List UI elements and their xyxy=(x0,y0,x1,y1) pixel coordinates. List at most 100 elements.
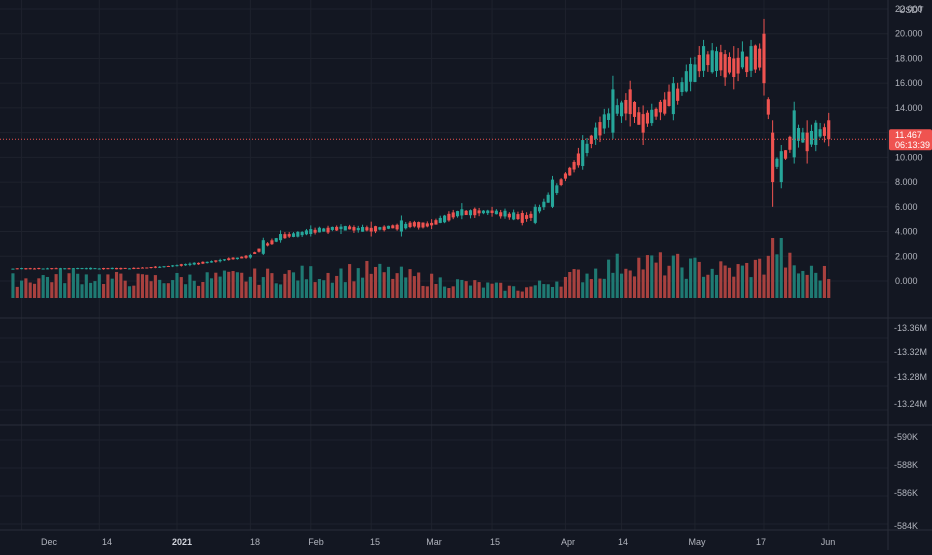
candle-up[interactable] xyxy=(671,83,675,115)
pane3-axis[interactable]: -590K -588K -586K -584K xyxy=(894,432,918,531)
candle-up[interactable] xyxy=(775,158,779,167)
candle-up[interactable] xyxy=(222,259,227,261)
candle-up[interactable] xyxy=(356,227,360,231)
candle-down[interactable] xyxy=(663,99,667,114)
candle-up[interactable] xyxy=(740,51,744,68)
candle-down[interactable] xyxy=(827,120,831,140)
candle-down[interactable] xyxy=(244,255,248,258)
candle-up[interactable] xyxy=(468,210,473,216)
candle-up[interactable] xyxy=(792,110,796,158)
candle-down[interactable] xyxy=(196,262,201,265)
candle-up[interactable] xyxy=(537,207,542,212)
candle-down[interactable] xyxy=(447,213,451,221)
candle-up[interactable] xyxy=(317,227,321,233)
candle-down[interactable] xyxy=(119,267,123,270)
candle-up[interactable] xyxy=(291,233,296,237)
candle-up[interactable] xyxy=(581,140,585,167)
candle-down[interactable] xyxy=(201,261,205,264)
candle-down[interactable] xyxy=(559,179,563,186)
candle-up[interactable] xyxy=(235,257,239,260)
candle-down[interactable] xyxy=(758,48,762,68)
candle-down[interactable] xyxy=(727,56,732,73)
candle-down[interactable] xyxy=(214,260,218,262)
time-axis[interactable]: Dec 14 2021 18 Feb 15 Mar 15 Apr 14 May 17 Jun xyxy=(41,537,835,547)
candle-up[interactable] xyxy=(110,267,114,270)
candle-up[interactable] xyxy=(171,265,175,267)
candle-up[interactable] xyxy=(693,64,697,82)
candle-up[interactable] xyxy=(248,255,252,258)
candle-up[interactable] xyxy=(71,268,75,270)
candle-down[interactable] xyxy=(516,214,520,220)
candle-up[interactable] xyxy=(63,268,67,270)
candle-down[interactable] xyxy=(736,57,740,74)
candle-down[interactable] xyxy=(287,234,291,237)
candle-up[interactable] xyxy=(330,226,334,230)
candle-up[interactable] xyxy=(619,102,624,117)
candle-down[interactable] xyxy=(179,264,183,266)
candle-up[interactable] xyxy=(684,71,688,92)
candle-up[interactable] xyxy=(158,266,162,268)
candle-down[interactable] xyxy=(412,222,416,227)
candle-up[interactable] xyxy=(162,266,166,268)
candle-up[interactable] xyxy=(486,210,490,214)
candle-down[interactable] xyxy=(788,136,792,150)
candle-down[interactable] xyxy=(425,223,429,227)
candle-down[interactable] xyxy=(266,243,270,246)
candle-up[interactable] xyxy=(438,217,442,223)
candle-up[interactable] xyxy=(443,215,447,223)
candle-up[interactable] xyxy=(481,210,485,214)
candle-down[interactable] xyxy=(369,227,373,232)
candle-down[interactable] xyxy=(15,268,19,270)
candle-down[interactable] xyxy=(706,54,710,66)
candle-up[interactable] xyxy=(594,127,598,139)
candle-down[interactable] xyxy=(373,226,378,232)
candle-down[interactable] xyxy=(145,267,149,269)
candle-down[interactable] xyxy=(723,54,727,78)
candle-down[interactable] xyxy=(490,210,494,213)
candle-up[interactable] xyxy=(84,268,88,270)
candle-up[interactable] xyxy=(650,109,654,124)
candle-down[interactable] xyxy=(166,265,170,267)
candle-down[interactable] xyxy=(253,252,257,254)
candle-up[interactable] xyxy=(809,130,814,145)
candle-down[interactable] xyxy=(576,153,580,166)
candle-down[interactable] xyxy=(430,222,434,226)
candle-up[interactable] xyxy=(175,265,179,267)
candle-down[interactable] xyxy=(231,257,235,260)
candle-up[interactable] xyxy=(607,113,611,120)
candle-down[interactable] xyxy=(568,167,572,176)
candle-up[interactable] xyxy=(714,51,719,71)
candle-up[interactable] xyxy=(209,261,214,263)
candle-up[interactable] xyxy=(192,262,196,265)
candle-down[interactable] xyxy=(473,208,477,216)
candle-down[interactable] xyxy=(477,210,481,214)
candle-up[interactable] xyxy=(611,89,615,133)
candle-down[interactable] xyxy=(598,122,602,136)
candle-down[interactable] xyxy=(352,227,356,231)
candle-up[interactable] xyxy=(399,220,403,232)
pane2-axis[interactable]: -13.36M -13.32M -13.28M -13.24M xyxy=(894,323,927,409)
candle-up[interactable] xyxy=(503,210,507,217)
candle-up[interactable] xyxy=(680,82,684,93)
candle-up[interactable] xyxy=(184,264,188,266)
candle-down[interactable] xyxy=(658,101,662,113)
candle-down[interactable] xyxy=(520,213,524,223)
candle-up[interactable] xyxy=(779,151,783,183)
candle-up[interactable] xyxy=(279,234,283,241)
candle-up[interactable] xyxy=(796,127,801,141)
candle-up[interactable] xyxy=(322,228,326,232)
candle-down[interactable] xyxy=(766,99,770,115)
candle-up[interactable] xyxy=(309,229,313,235)
candle-down[interactable] xyxy=(28,268,32,270)
candle-up[interactable] xyxy=(11,268,15,270)
candle-up[interactable] xyxy=(386,225,391,229)
candle-up[interactable] xyxy=(339,226,343,230)
candle-down[interactable] xyxy=(417,222,421,228)
candle-up[interactable] xyxy=(710,50,714,73)
candle-up[interactable] xyxy=(585,143,589,154)
candle-down[interactable] xyxy=(382,226,386,231)
candle-up[interactable] xyxy=(343,226,347,231)
